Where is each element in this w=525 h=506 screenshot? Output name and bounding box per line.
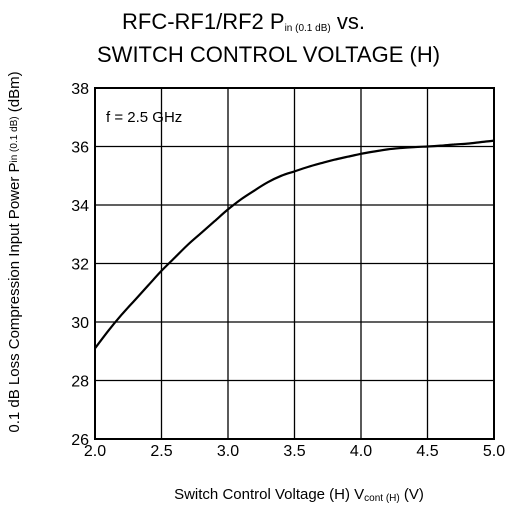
x-tick-label: 3.5	[283, 443, 305, 460]
y-axis-label-prefix: 0.1 dB Loss Compression Input Power P	[6, 163, 23, 433]
y-tick-label: 26	[71, 432, 89, 449]
grid	[94, 87, 495, 440]
y-tick-label: 32	[71, 257, 89, 274]
y-tick-label: 36	[71, 140, 89, 157]
x-tick-label: 4.0	[350, 443, 372, 460]
x-tick-label: 3.0	[217, 443, 239, 460]
chart-title-suffix: vs.	[331, 9, 365, 34]
x-axis-label-subscript: cont (H)	[364, 493, 400, 504]
x-tick-label: 2.0	[84, 443, 106, 460]
frequency-annotation: f = 2.5 GHz	[106, 109, 182, 126]
y-tick-label: 38	[71, 81, 89, 98]
x-axis-label: Switch Control Voltage (H) Vcont (H) (V)	[174, 486, 424, 504]
x-axis-label-prefix: Switch Control Voltage (H) V	[174, 486, 364, 503]
y-tick-label: 28	[71, 374, 89, 391]
chart-title-subscript: in (0.1 dB)	[285, 23, 331, 34]
x-tick-label: 4.5	[416, 443, 438, 460]
x-axis-label-suffix: (V)	[400, 486, 424, 503]
y-tick-labels: 26 28 30 32 34 36 38	[71, 81, 89, 449]
chart-title-line2: SWITCH CONTROL VOLTAGE (H)	[97, 42, 440, 67]
y-axis-label-suffix: (dBm)	[6, 71, 23, 116]
y-tick-label: 34	[71, 198, 89, 215]
y-axis-label: 0.1 dB Loss Compression Input Power Pin …	[6, 71, 23, 432]
series-line	[94, 139, 495, 349]
y-axis-label-subscript: in (0.1 dB)	[9, 116, 20, 162]
y-tick-label: 30	[71, 315, 89, 332]
chart-title-prefix: RFC-RF1/RF2 P	[122, 9, 285, 34]
chart-title-line1: RFC-RF1/RF2 Pin (0.1 dB) vs.	[122, 9, 365, 34]
x-tick-label: 2.5	[150, 443, 172, 460]
x-tick-labels: 2.0 2.5 3.0 3.5 4.0 4.5 5.0	[84, 443, 505, 460]
plot-frame	[94, 87, 495, 440]
x-tick-label: 5.0	[483, 443, 505, 460]
